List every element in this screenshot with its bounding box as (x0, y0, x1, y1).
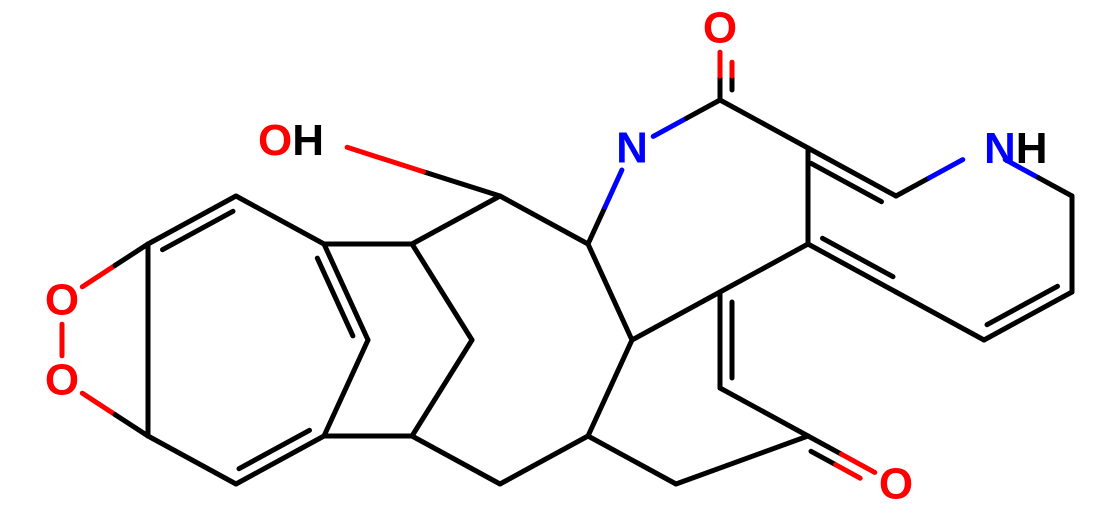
bond (412, 244, 472, 340)
bond (720, 100, 808, 148)
bond (687, 100, 720, 118)
bond (115, 244, 148, 265)
bond (115, 415, 148, 436)
bond (236, 196, 324, 244)
bond (808, 148, 896, 196)
atom-label-o: O (703, 4, 737, 53)
bond (836, 465, 861, 479)
atom-label-nh: NH (984, 124, 1048, 173)
bond (896, 178, 929, 196)
bond (588, 436, 676, 484)
bond (148, 436, 236, 484)
bond (808, 244, 896, 292)
bond (412, 436, 500, 484)
atom-label-o: O (45, 276, 79, 325)
bond (588, 207, 605, 244)
bond (82, 393, 115, 414)
bond (720, 388, 808, 436)
molecule-diagram: OOOHNOONH (0, 0, 1116, 516)
bond (424, 172, 501, 196)
bond (653, 118, 686, 136)
bond (1039, 178, 1072, 196)
bond (720, 244, 808, 292)
bond (412, 196, 500, 244)
bond (588, 244, 632, 340)
bond (148, 196, 236, 244)
atom-label-n: N (616, 124, 648, 173)
bond (500, 436, 588, 484)
bond (676, 436, 808, 484)
bond (896, 292, 984, 340)
bond (588, 340, 632, 436)
bond (984, 292, 1072, 340)
bond (347, 147, 423, 171)
bond (500, 196, 588, 244)
atom-label-o: O (879, 460, 913, 509)
bond (605, 170, 622, 207)
atom-label-o: O (45, 356, 79, 405)
bond (82, 265, 115, 286)
bond (929, 160, 962, 178)
bond (236, 436, 324, 484)
bond (412, 340, 472, 436)
bond (632, 292, 720, 340)
bond (324, 340, 368, 436)
atom-label-oh: OH (258, 116, 324, 165)
bond (811, 451, 836, 464)
